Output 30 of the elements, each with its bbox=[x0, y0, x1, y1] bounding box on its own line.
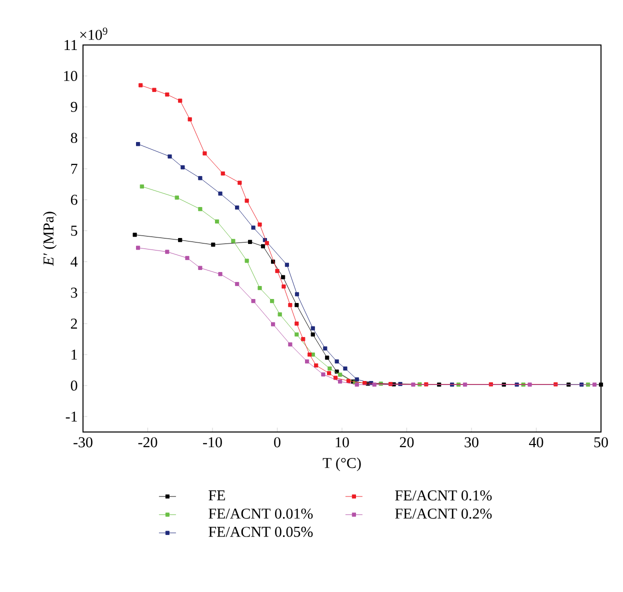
x-tick-label: 30 bbox=[464, 437, 478, 448]
x-tick-label: 10 bbox=[336, 437, 349, 448]
legend-label: FE/ACNT 0.2% bbox=[395, 508, 492, 519]
x-tick-label: 50 bbox=[594, 437, 608, 448]
y-tick-label: 4 bbox=[70, 256, 78, 267]
legend-label: FE/ACNT 0.1% bbox=[395, 490, 492, 501]
x-tick-label: 40 bbox=[529, 437, 544, 448]
x-tick-label: 20 bbox=[400, 437, 414, 448]
y-tick-label: 8 bbox=[70, 132, 78, 143]
text: ×10$^{9}$ bbox=[80, 28, 108, 40]
y-tick-label: 2 bbox=[70, 318, 77, 329]
y-tick-label: 9 bbox=[70, 102, 78, 112]
legend-label: FE bbox=[208, 490, 225, 500]
y-tick-label: 3 bbox=[71, 288, 78, 298]
y-tick-label: 10 bbox=[64, 70, 78, 82]
y-tick-label: 1 bbox=[72, 350, 77, 360]
x-tick-label: -10 bbox=[203, 437, 222, 448]
y-tick-label: -1 bbox=[66, 412, 77, 422]
y-tick-label: 7 bbox=[71, 164, 78, 174]
y-tick-label: 6 bbox=[70, 194, 78, 205]
x-tick-label: -30 bbox=[74, 437, 92, 448]
legend-label: FE/ACNT 0.01% bbox=[208, 508, 313, 519]
x-tick-label: -20 bbox=[138, 437, 158, 448]
x-axis-title: T (°C) bbox=[322, 458, 361, 472]
y-axis-title: E′ (MPa) bbox=[43, 212, 57, 266]
y-tick-label: 0 bbox=[70, 380, 78, 391]
y-tick-label: 11 bbox=[64, 40, 77, 50]
y-tick-label: 5 bbox=[71, 226, 78, 236]
legend-label: FE/ACNT 0.05% bbox=[208, 526, 313, 537]
x-tick-label: 0 bbox=[274, 437, 280, 448]
